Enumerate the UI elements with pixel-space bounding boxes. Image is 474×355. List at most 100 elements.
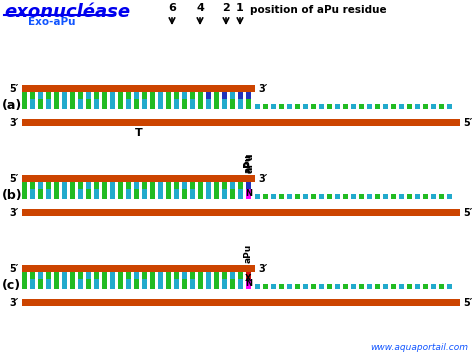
Bar bbox=[30, 189, 35, 199]
Bar bbox=[62, 92, 67, 105]
Bar bbox=[343, 284, 348, 289]
Bar bbox=[415, 193, 420, 199]
Bar bbox=[150, 189, 155, 199]
Bar bbox=[222, 92, 227, 105]
Bar bbox=[38, 182, 43, 195]
Bar bbox=[359, 193, 364, 199]
Bar bbox=[46, 92, 51, 105]
Bar bbox=[319, 284, 324, 289]
Bar bbox=[174, 182, 179, 195]
Bar bbox=[102, 182, 107, 195]
Bar bbox=[22, 182, 27, 195]
Bar bbox=[54, 279, 59, 289]
Bar bbox=[150, 272, 155, 285]
Text: 4: 4 bbox=[196, 3, 204, 13]
Bar bbox=[62, 279, 67, 289]
Bar bbox=[62, 189, 67, 199]
Bar bbox=[230, 92, 235, 105]
Bar bbox=[214, 279, 219, 289]
Bar bbox=[54, 92, 59, 105]
Bar bbox=[38, 99, 43, 109]
Bar bbox=[279, 284, 284, 289]
Bar bbox=[222, 182, 227, 195]
Bar bbox=[375, 284, 380, 289]
Text: 5′: 5′ bbox=[463, 118, 473, 127]
Bar bbox=[142, 182, 147, 195]
Text: 5′: 5′ bbox=[463, 208, 473, 218]
Text: 6: 6 bbox=[168, 3, 176, 13]
Bar bbox=[319, 193, 324, 199]
Bar bbox=[86, 279, 91, 289]
Bar bbox=[367, 284, 372, 289]
Bar bbox=[166, 92, 171, 105]
Bar bbox=[142, 279, 147, 289]
Text: exonucléase: exonucléase bbox=[4, 3, 130, 21]
Bar bbox=[62, 272, 67, 285]
Bar bbox=[102, 99, 107, 109]
Bar bbox=[190, 92, 195, 105]
Bar bbox=[303, 284, 308, 289]
Bar bbox=[150, 182, 155, 195]
Bar bbox=[78, 99, 83, 109]
Text: Exo-aPu: Exo-aPu bbox=[28, 17, 75, 27]
Bar bbox=[423, 284, 428, 289]
Bar bbox=[246, 189, 251, 199]
Bar bbox=[359, 104, 364, 109]
Bar bbox=[174, 189, 179, 199]
Bar bbox=[263, 284, 268, 289]
Bar bbox=[295, 193, 300, 199]
Bar bbox=[367, 104, 372, 109]
Bar bbox=[174, 272, 179, 285]
Bar bbox=[246, 182, 251, 195]
Bar bbox=[423, 104, 428, 109]
Bar bbox=[206, 182, 211, 195]
Bar bbox=[327, 104, 332, 109]
Text: 5′: 5′ bbox=[9, 263, 19, 273]
Bar bbox=[343, 104, 348, 109]
Bar bbox=[439, 193, 444, 199]
Bar bbox=[311, 193, 316, 199]
Bar bbox=[399, 284, 404, 289]
Bar bbox=[287, 284, 292, 289]
Bar bbox=[38, 189, 43, 199]
Bar bbox=[182, 189, 187, 199]
Bar bbox=[126, 182, 131, 195]
Bar bbox=[295, 104, 300, 109]
Bar bbox=[431, 193, 436, 199]
Bar bbox=[30, 279, 35, 289]
Bar bbox=[110, 272, 115, 285]
Bar bbox=[86, 92, 91, 105]
Bar bbox=[182, 99, 187, 109]
Bar bbox=[30, 99, 35, 109]
Bar bbox=[214, 272, 219, 285]
Bar bbox=[415, 284, 420, 289]
Bar bbox=[174, 99, 179, 109]
Bar bbox=[22, 175, 255, 182]
Bar bbox=[158, 92, 163, 105]
Bar bbox=[174, 279, 179, 289]
Bar bbox=[230, 189, 235, 199]
Bar bbox=[134, 182, 139, 195]
Text: 5′: 5′ bbox=[9, 174, 19, 184]
Bar bbox=[198, 182, 203, 195]
Bar bbox=[246, 272, 251, 285]
Bar bbox=[214, 92, 219, 105]
Text: N: N bbox=[245, 190, 252, 198]
Bar bbox=[118, 99, 123, 109]
Bar bbox=[367, 193, 372, 199]
Text: aPu: aPu bbox=[245, 152, 255, 173]
Bar bbox=[22, 119, 460, 126]
Bar bbox=[54, 272, 59, 285]
Bar bbox=[94, 189, 99, 199]
Bar bbox=[38, 272, 43, 285]
Bar bbox=[118, 272, 123, 285]
Bar bbox=[46, 99, 51, 109]
Bar bbox=[30, 272, 35, 285]
Text: 5′: 5′ bbox=[9, 83, 19, 93]
Bar bbox=[431, 284, 436, 289]
Bar bbox=[126, 189, 131, 199]
Bar bbox=[255, 193, 260, 199]
Bar bbox=[214, 99, 219, 109]
Bar bbox=[182, 279, 187, 289]
Bar bbox=[182, 182, 187, 195]
